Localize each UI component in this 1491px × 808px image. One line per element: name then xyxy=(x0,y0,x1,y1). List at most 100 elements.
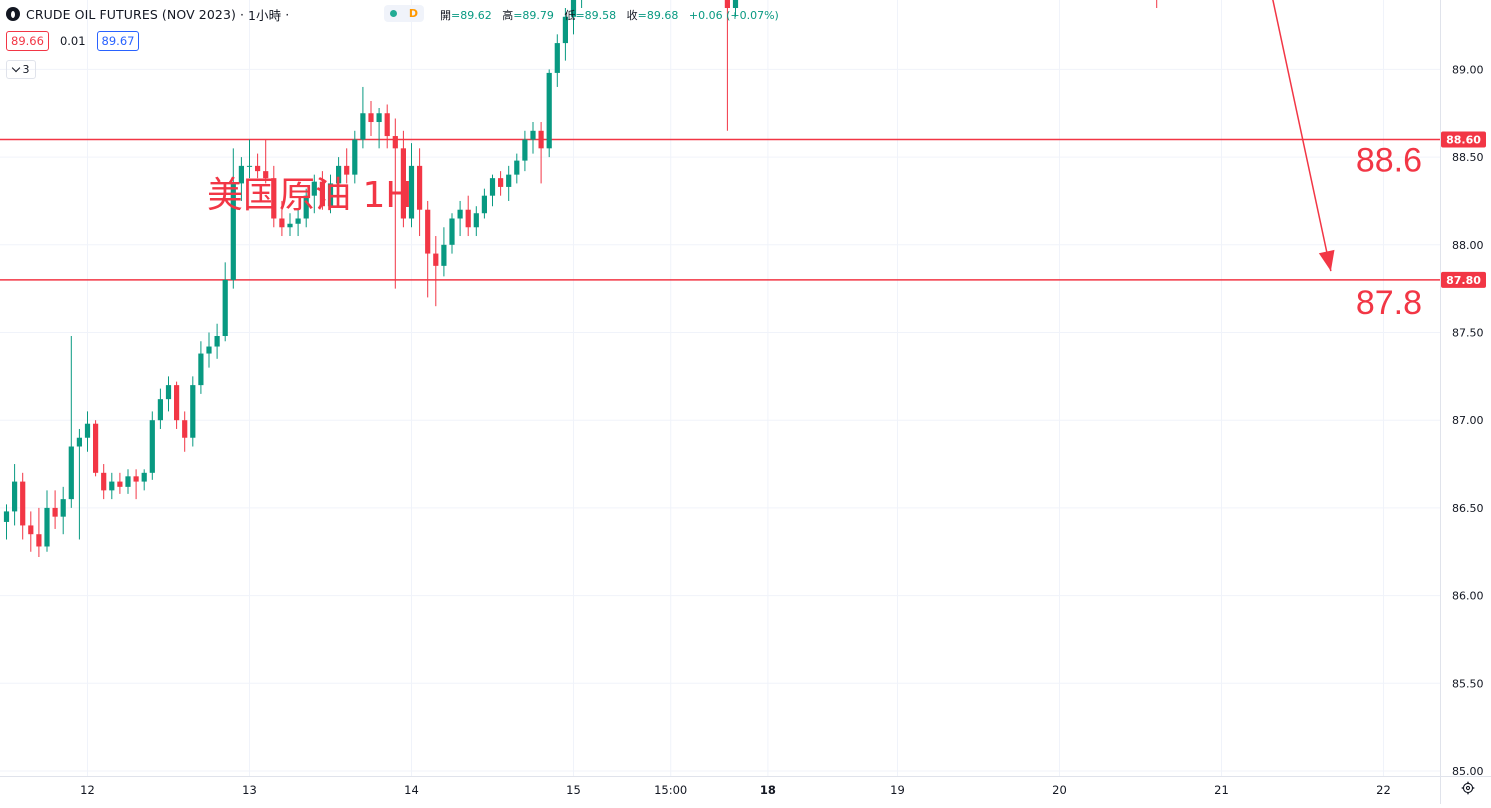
candle-body xyxy=(392,136,398,149)
sell-price-button[interactable]: 89.66 xyxy=(6,31,49,51)
candle-body xyxy=(117,481,123,487)
price-tick-label: 86.00 xyxy=(1452,590,1484,603)
ohlc-key: 收 xyxy=(626,9,638,22)
chart-title: 美国原油 1H xyxy=(207,175,412,216)
candle-body xyxy=(3,511,10,522)
candle-body xyxy=(311,181,317,196)
time-axis: 12 13 14 15 15:00 18 19 20 21 22 xyxy=(0,776,1491,797)
price-tick-label: 86.50 xyxy=(1452,502,1484,515)
candle-body xyxy=(319,181,325,207)
ohlc-value: =89.58 xyxy=(575,9,617,22)
candle-body xyxy=(498,178,504,187)
interval-label[interactable]: 1小時 xyxy=(247,7,282,23)
candle-body xyxy=(206,346,212,354)
time-tick-label: 15:00 xyxy=(654,783,687,797)
price-tick-label: 87.00 xyxy=(1452,414,1484,427)
candle-body xyxy=(724,0,730,9)
candle-body xyxy=(303,195,309,219)
candle-body xyxy=(238,165,244,184)
candle-body xyxy=(20,481,26,526)
candle-body xyxy=(441,244,447,266)
projection-arrows xyxy=(1272,0,1335,272)
candle-body xyxy=(562,16,568,44)
symbol-title[interactable]: CRUDE OIL FUTURES (NOV 2023) xyxy=(26,6,236,22)
candle-body xyxy=(287,223,293,228)
candle-body xyxy=(522,139,528,161)
price-tick-label: 88.00 xyxy=(1452,239,1484,252)
price-tick-label: 87.50 xyxy=(1452,327,1484,340)
candle-body xyxy=(109,481,115,491)
candle-body xyxy=(732,0,739,9)
candle-body xyxy=(230,183,236,280)
candle-body xyxy=(125,476,131,487)
candle-body xyxy=(68,446,74,500)
candle-body xyxy=(44,507,50,547)
candle-body xyxy=(190,385,196,438)
delayed-data-label: D xyxy=(408,7,418,20)
candle-body xyxy=(570,0,577,17)
candle-body xyxy=(255,165,261,172)
price-tick-label: 89.00 xyxy=(1452,63,1484,76)
oil-drop-icon xyxy=(6,7,20,21)
separator: · xyxy=(240,6,244,22)
level-annotation: 87.8 xyxy=(1356,284,1422,322)
candle-body xyxy=(489,178,496,196)
candle-body xyxy=(408,165,415,219)
market-status-badge[interactable]: D xyxy=(384,5,424,22)
level-price-tag xyxy=(1441,271,1486,288)
price-tick-label: 85.00 xyxy=(1452,765,1484,778)
arrow-head xyxy=(1318,249,1335,272)
candle-body xyxy=(336,165,342,184)
level-annotation: 88.6 xyxy=(1356,142,1422,180)
candle-body xyxy=(182,420,188,438)
level-price-tag xyxy=(1441,131,1486,148)
candle-body xyxy=(246,165,253,167)
time-tick-label: 18 xyxy=(760,783,776,797)
candle-body xyxy=(149,420,155,473)
time-tick-label: 13 xyxy=(242,783,257,797)
candle-body xyxy=(101,472,107,491)
symbol-header[interactable]: CRUDE OIL FUTURES (NOV 2023) · 1小時 · xyxy=(6,4,293,24)
ohlc-value: =89.79 xyxy=(513,9,554,22)
candle-body xyxy=(514,160,520,175)
candle-body xyxy=(554,43,560,73)
level-price-tag-text: 88.60 xyxy=(1446,134,1481,147)
candle-body xyxy=(506,174,512,187)
time-tick-label: 15 xyxy=(566,783,581,797)
candle-body xyxy=(352,139,358,175)
candle-body xyxy=(76,437,82,447)
candle-body xyxy=(36,534,42,547)
separator: · xyxy=(285,6,290,22)
ohlc-key: 高 xyxy=(502,9,514,22)
candle-body xyxy=(530,130,536,140)
candle-body xyxy=(400,148,406,219)
change-value: +0.06 (+0.07%) xyxy=(688,9,779,22)
candle-body xyxy=(546,72,552,149)
ohlc-readout: 開=89.62 高=89.79 低=89.58 收=89.68 +0.06 (+… xyxy=(440,7,779,23)
candle-body xyxy=(384,113,390,137)
candle-body xyxy=(473,213,479,228)
ohlc-key: 開 xyxy=(440,9,451,22)
gear-icon[interactable] xyxy=(1461,781,1475,795)
candle-body xyxy=(457,209,463,219)
candle-body xyxy=(165,385,172,400)
indicators-toggle-button[interactable]: 3 xyxy=(6,60,36,79)
horizontal-levels xyxy=(0,138,1440,281)
buy-price-button[interactable]: 89.67 xyxy=(96,31,140,51)
candle-body xyxy=(538,130,544,149)
time-tick-label: 22 xyxy=(1376,783,1391,797)
candle-body xyxy=(481,195,487,214)
time-tick-label: 21 xyxy=(1214,783,1229,797)
projection-arrow-down xyxy=(1272,0,1332,272)
ohlc-value: =89.68 xyxy=(637,9,679,22)
candle-body xyxy=(425,209,431,254)
market-open-dot-icon xyxy=(390,10,397,17)
candle-body xyxy=(12,481,18,512)
price-tick-label: 88.50 xyxy=(1452,151,1484,164)
candle-body xyxy=(449,218,455,245)
level-price-tag-text: 87.80 xyxy=(1446,274,1481,287)
bid-ask-panel[interactable]: 89.66 0.01 89.67 xyxy=(6,31,140,51)
